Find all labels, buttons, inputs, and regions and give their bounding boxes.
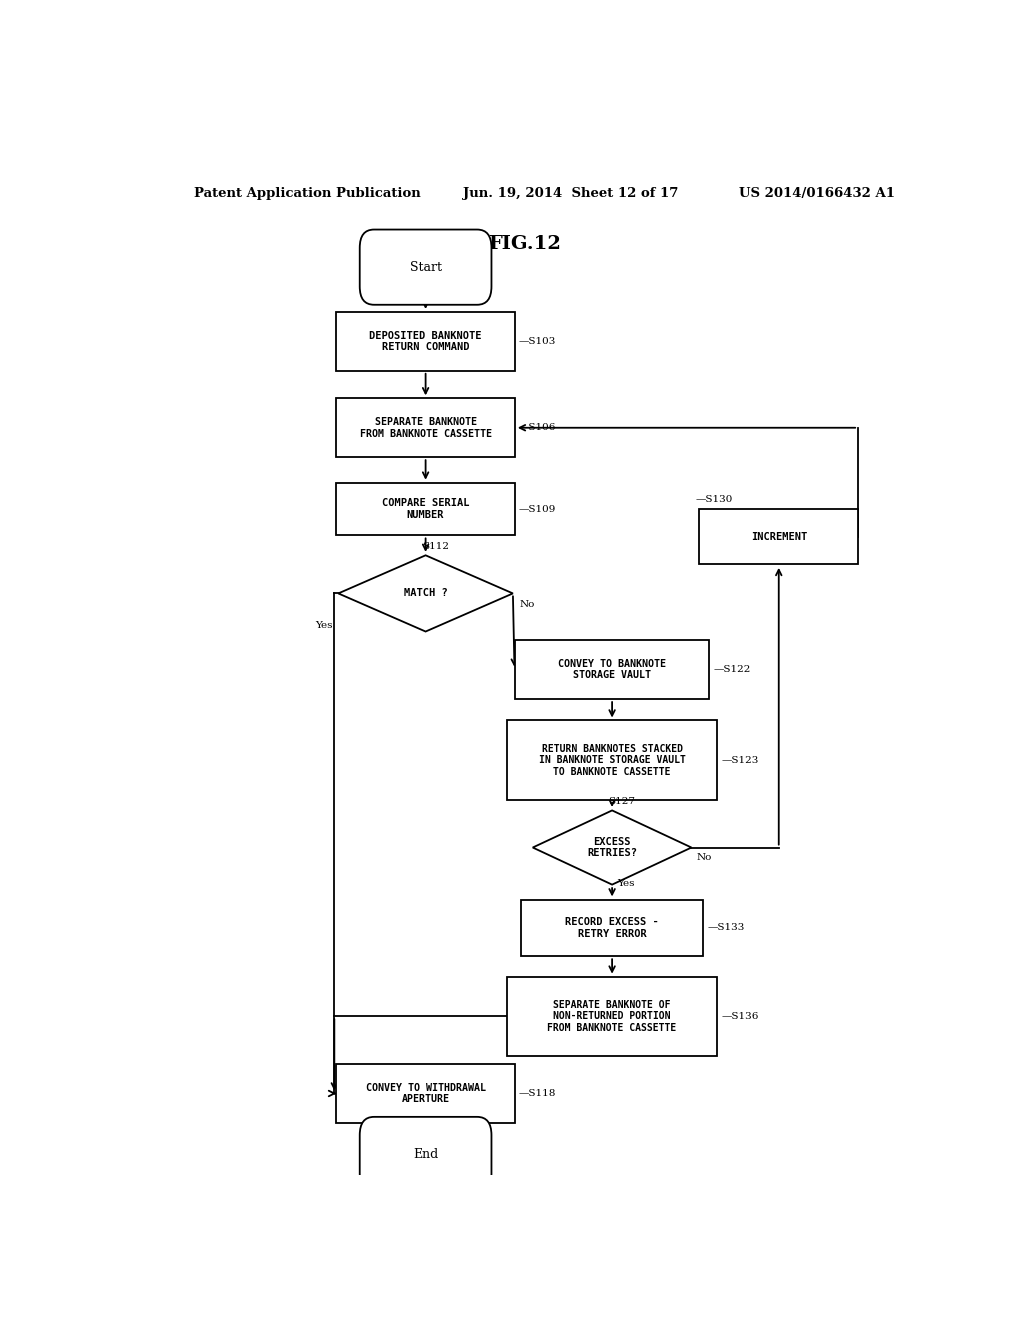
Text: —S123: —S123 <box>721 755 759 764</box>
Text: —S136: —S136 <box>721 1011 759 1020</box>
Text: FIG.12: FIG.12 <box>488 235 561 252</box>
Text: SEPARATE BANKNOTE
FROM BANKNOTE CASSETTE: SEPARATE BANKNOTE FROM BANKNOTE CASSETTE <box>359 417 492 438</box>
Text: CONVEY TO WITHDRAWAL
APERTURE: CONVEY TO WITHDRAWAL APERTURE <box>366 1082 485 1105</box>
Text: RETURN BANKNOTES STACKED
IN BANKNOTE STORAGE VAULT
TO BANKNOTE CASSETTE: RETURN BANKNOTES STACKED IN BANKNOTE STO… <box>539 743 685 776</box>
FancyBboxPatch shape <box>336 399 515 457</box>
Text: —S106: —S106 <box>519 424 556 432</box>
Text: —S103: —S103 <box>519 337 556 346</box>
Text: —S133: —S133 <box>708 923 744 932</box>
FancyBboxPatch shape <box>507 721 717 800</box>
Text: —S130: —S130 <box>695 495 733 504</box>
FancyBboxPatch shape <box>336 1064 515 1123</box>
Text: Yes: Yes <box>616 879 634 887</box>
Text: S112: S112 <box>422 543 449 552</box>
Text: COMPARE SERIAL
NUMBER: COMPARE SERIAL NUMBER <box>382 498 469 520</box>
Text: No: No <box>519 601 535 609</box>
Text: DEPOSITED BANKNOTE
RETURN COMMAND: DEPOSITED BANKNOTE RETURN COMMAND <box>370 330 482 352</box>
FancyBboxPatch shape <box>515 640 710 700</box>
Text: EXCESS
RETRIES?: EXCESS RETRIES? <box>587 837 637 858</box>
FancyBboxPatch shape <box>336 312 515 371</box>
Text: MATCH ?: MATCH ? <box>403 589 447 598</box>
FancyBboxPatch shape <box>699 508 858 565</box>
Text: —S109: —S109 <box>519 504 556 513</box>
Text: SEPARATE BANKNOTE OF
NON-RETURNED PORTION
FROM BANKNOTE CASSETTE: SEPARATE BANKNOTE OF NON-RETURNED PORTIO… <box>548 999 677 1032</box>
Text: INCREMENT: INCREMENT <box>751 532 807 541</box>
Text: —S118: —S118 <box>519 1089 556 1098</box>
Text: Jun. 19, 2014  Sheet 12 of 17: Jun. 19, 2014 Sheet 12 of 17 <box>463 187 678 199</box>
Text: US 2014/0166432 A1: US 2014/0166432 A1 <box>739 187 895 199</box>
Polygon shape <box>532 810 691 884</box>
FancyBboxPatch shape <box>359 230 492 305</box>
Text: —S122: —S122 <box>714 665 751 675</box>
Text: Patent Application Publication: Patent Application Publication <box>194 187 421 199</box>
Text: S127: S127 <box>608 797 635 807</box>
Text: Start: Start <box>410 260 441 273</box>
Text: CONVEY TO BANKNOTE
STORAGE VAULT: CONVEY TO BANKNOTE STORAGE VAULT <box>558 659 666 680</box>
FancyBboxPatch shape <box>359 1117 492 1192</box>
Text: RECORD EXCESS -
RETRY ERROR: RECORD EXCESS - RETRY ERROR <box>565 917 659 939</box>
FancyBboxPatch shape <box>507 977 717 1056</box>
Text: Yes: Yes <box>315 622 333 631</box>
FancyBboxPatch shape <box>336 483 515 536</box>
Text: No: No <box>696 853 712 862</box>
FancyBboxPatch shape <box>521 900 703 956</box>
Text: End: End <box>413 1148 438 1162</box>
Polygon shape <box>338 556 513 631</box>
